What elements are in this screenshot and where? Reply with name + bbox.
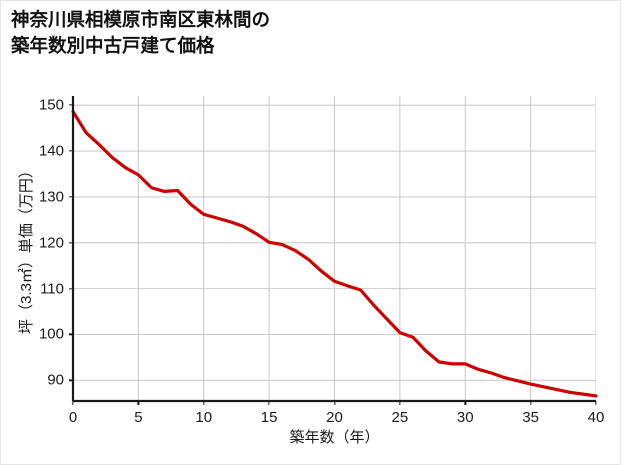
axis-spines	[71, 96, 596, 403]
x-tick-mark	[72, 401, 74, 405]
x-tick-label: 30	[456, 409, 474, 426]
chart-title: 神奈川県相模原市南区東林間の 築年数別中古戸建て価格	[11, 9, 271, 56]
y-tick-mark	[69, 196, 73, 198]
x-tick-mark	[268, 401, 270, 405]
x-tick-label: 0	[68, 409, 78, 426]
x-tick-label: 25	[391, 409, 409, 426]
series-line-layer	[71, 96, 598, 401]
x-tick-mark	[595, 401, 597, 405]
x-tick-mark	[464, 401, 466, 405]
y-tick-label: 90	[47, 371, 64, 389]
plot-area: 90 100 110 120 130 140 150 0 5 10 15 20 25 30 35 40	[39, 96, 604, 426]
x-tick-label: 5	[134, 409, 143, 426]
x-tick-mark	[529, 401, 532, 405]
data-line-1	[71, 109, 598, 398]
y-tick-label: 100	[38, 325, 64, 343]
x-tick-label: 15	[260, 409, 278, 426]
x-tick-label: 40	[587, 409, 605, 426]
x-tick-mark	[399, 401, 401, 405]
x-tick-label: 20	[326, 409, 343, 426]
y-tick-label: 110	[40, 280, 64, 298]
y-tick-label: 140	[38, 142, 64, 160]
x-tick-label: 35	[522, 409, 539, 426]
y-tick-mark	[69, 150, 73, 152]
y-tick-label: 120	[38, 234, 64, 252]
series-svg	[71, 109, 598, 398]
x-axis-label: 築年数（年）	[289, 429, 380, 446]
y-axis-label: 坪（3.3㎡）単価（万円）	[18, 163, 35, 334]
x-tick-mark	[203, 401, 205, 405]
grid-svg	[73, 96, 597, 401]
y-tick-mark	[69, 333, 73, 336]
x-tick-label: 10	[195, 409, 213, 426]
y-tick-mark	[69, 104, 73, 106]
y-tick-mark	[69, 379, 73, 382]
y-tick-mark	[69, 287, 73, 290]
x-tick-mark	[333, 401, 336, 405]
y-tick-label: 150	[38, 96, 64, 114]
x-tick-mark	[137, 401, 140, 405]
spine-svg	[71, 96, 596, 403]
gridlines	[73, 96, 597, 401]
y-tick-mark	[69, 242, 73, 244]
y-tick-label: 130	[38, 188, 64, 206]
